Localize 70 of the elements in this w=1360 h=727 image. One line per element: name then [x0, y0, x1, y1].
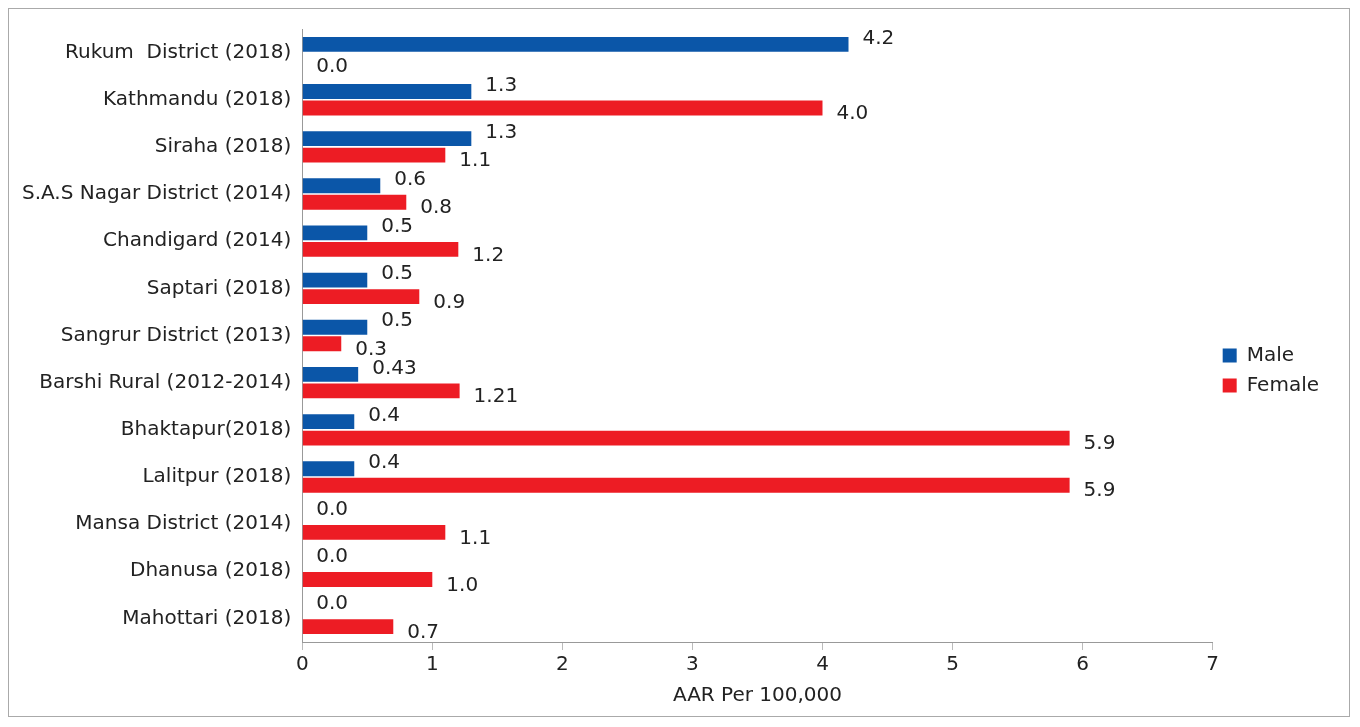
data-label: 1.2 [472, 241, 505, 266]
x-tick-label: 1 [425, 651, 439, 676]
y-tick-label: Lalitpur (2018) [142, 463, 292, 488]
bar [302, 100, 823, 116]
y-tick-label: Kathmandu (2018) [103, 85, 292, 110]
x-tick-label: 4 [816, 651, 829, 676]
bar [302, 194, 407, 210]
bar [302, 336, 342, 352]
bar [302, 461, 355, 477]
bar [302, 366, 359, 382]
data-label: 1.0 [446, 571, 479, 596]
data-label: 5.9 [1083, 430, 1116, 455]
bar [302, 430, 1070, 446]
data-label: 0.7 [407, 618, 440, 643]
bar [302, 242, 459, 257]
x-tick-label: 2 [556, 651, 569, 676]
data-label: 1.1 [459, 147, 492, 172]
y-tick-label: Mahottari (2018) [122, 604, 292, 629]
data-label: 0.6 [394, 165, 427, 190]
y-tick-label: Saptari (2018) [146, 274, 292, 299]
data-label: 0.5 [381, 307, 414, 332]
data-label: 0.0 [316, 543, 349, 568]
bar [302, 178, 381, 194]
y-tick-label: Mansa District (2014) [75, 510, 292, 535]
bar [302, 572, 433, 587]
data-label: 1.3 [485, 71, 518, 96]
x-tick-label: 7 [1206, 651, 1220, 676]
data-label: 0.5 [381, 213, 414, 238]
data-label: 0.0 [316, 590, 349, 615]
bar [302, 131, 472, 147]
y-tick-label: S.A.S Nagar District (2014) [21, 180, 292, 205]
data-label: 0.0 [316, 53, 349, 78]
data-label: 1.1 [459, 524, 492, 549]
bar [302, 147, 446, 163]
bar [302, 272, 368, 288]
bar [302, 619, 394, 635]
data-label: 4.0 [836, 100, 869, 125]
bar [302, 414, 355, 429]
bar [302, 319, 368, 335]
y-tick-label: Siraha (2018) [154, 133, 292, 158]
x-axis-title: AAR Per 100,000 [672, 682, 843, 707]
y-tick-label: Barshi Rural (2012-2014) [39, 368, 292, 393]
y-tick-label: Rukum District (2018) [65, 38, 292, 63]
data-label: 1.21 [473, 383, 519, 408]
data-label: 0.5 [381, 260, 414, 285]
data-label: 0.0 [316, 496, 349, 521]
data-label: 4.2 [862, 24, 895, 49]
bar [302, 289, 420, 305]
data-label: 0.8 [420, 194, 453, 219]
legend-label: Male [1246, 341, 1295, 366]
y-tick-label: Chandigard (2014) [103, 227, 292, 252]
bar [302, 524, 446, 540]
bar [302, 383, 460, 399]
data-label: 1.3 [485, 118, 518, 143]
legend-label: Female [1246, 371, 1320, 396]
x-tick-label: 5 [946, 651, 959, 676]
y-tick-label: Sangrur District (2013) [60, 321, 292, 346]
data-label: 0.9 [433, 288, 466, 313]
x-tick-label: 0 [295, 651, 309, 676]
bar [302, 36, 849, 52]
x-tick-label: 3 [686, 651, 699, 676]
data-label: 0.4 [368, 448, 401, 473]
bar [302, 84, 472, 99]
data-label: 0.4 [368, 401, 401, 426]
bar [302, 225, 368, 241]
y-tick-label: Dhanusa (2018) [130, 557, 292, 582]
x-tick-label: 6 [1076, 651, 1089, 676]
y-tick-label: Bhaktapur(2018) [120, 416, 292, 441]
bar [302, 477, 1070, 493]
data-label: 5.9 [1083, 477, 1116, 502]
